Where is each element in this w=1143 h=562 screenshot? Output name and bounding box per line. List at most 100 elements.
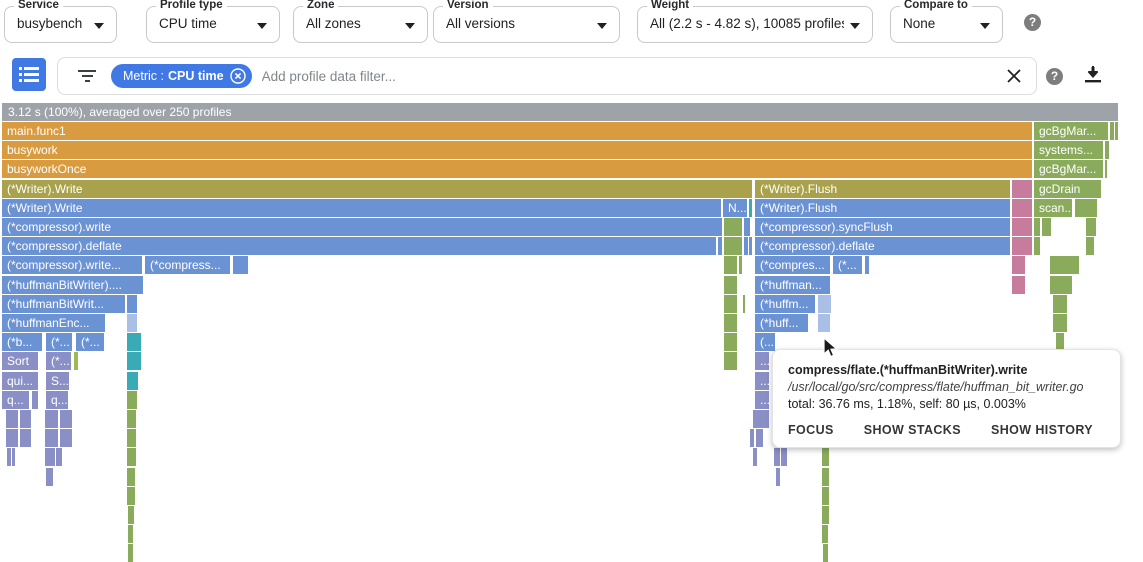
- flame-segment[interactable]: (*huffmanBitWriter)....: [2, 275, 143, 294]
- flame-segment[interactable]: (*...: [46, 333, 72, 352]
- flame-segment[interactable]: [1053, 314, 1067, 332]
- flame-segment[interactable]: (*Writer).Flush: [755, 198, 1010, 217]
- flame-segment[interactable]: [822, 448, 829, 467]
- flame-segment[interactable]: [60, 429, 72, 448]
- flame-segment[interactable]: [74, 352, 78, 371]
- flame-segment[interactable]: (*Writer).Write: [2, 198, 721, 217]
- flame-segment[interactable]: (*compressor).syncFlush: [755, 218, 1010, 236]
- flame-segment[interactable]: (*huffmanEnc...: [2, 314, 105, 332]
- flame-segment[interactable]: [724, 294, 737, 313]
- flame-segment[interactable]: q...: [2, 390, 29, 409]
- flame-segment[interactable]: [822, 486, 829, 505]
- flame-segment[interactable]: [743, 294, 745, 313]
- flame-segment[interactable]: [1012, 275, 1025, 294]
- flame-segment[interactable]: [750, 429, 754, 448]
- flame-segment[interactable]: [1012, 256, 1025, 275]
- flame-segment[interactable]: [1075, 198, 1097, 217]
- flame-segment[interactable]: [781, 448, 787, 467]
- view-list-button[interactable]: [12, 58, 46, 91]
- flame-segment[interactable]: [724, 275, 737, 294]
- flame-segment[interactable]: [6, 429, 18, 448]
- flame-segment[interactable]: (*Writer).Write: [2, 179, 752, 198]
- flame-segment[interactable]: [744, 237, 748, 256]
- flame-segment[interactable]: [753, 410, 769, 428]
- show-stacks-button[interactable]: SHOW STACKS: [863, 423, 961, 437]
- flame-segment[interactable]: [749, 198, 752, 217]
- flame-segment[interactable]: [1056, 333, 1064, 352]
- flame-segment[interactable]: [718, 237, 722, 256]
- metric-filter-chip[interactable]: Metric : CPU time: [111, 64, 252, 88]
- flame-segment[interactable]: [1050, 275, 1072, 294]
- flame-segment[interactable]: [127, 390, 137, 409]
- flame-segment[interactable]: [233, 256, 248, 275]
- flame-segment[interactable]: busyworkOnce: [2, 160, 1032, 179]
- flame-segment[interactable]: [20, 410, 31, 428]
- flame-segment[interactable]: [1115, 122, 1118, 140]
- flame-segment[interactable]: [865, 256, 869, 275]
- flame-segment[interactable]: [724, 333, 737, 352]
- flame-segment[interactable]: [818, 314, 830, 332]
- flame-root-bar[interactable]: 3.12 s (100%), averaged over 250 profile…: [2, 103, 1118, 121]
- flame-segment[interactable]: [127, 467, 135, 486]
- flame-segment[interactable]: (*compres...: [755, 256, 830, 275]
- flame-segment[interactable]: scan...: [1034, 198, 1072, 217]
- flame-segment[interactable]: Sort: [2, 352, 38, 371]
- flame-segment[interactable]: systems...: [1034, 141, 1103, 160]
- flame-segment[interactable]: [127, 352, 141, 371]
- flame-segment[interactable]: [1086, 237, 1094, 256]
- flame-segment[interactable]: gcBgMar...: [1034, 160, 1103, 179]
- flame-segment[interactable]: [7, 448, 11, 467]
- show-history-button[interactable]: SHOW HISTORY: [990, 423, 1094, 437]
- flame-segment[interactable]: [1012, 218, 1032, 236]
- flame-segment[interactable]: main.func1: [2, 122, 1032, 140]
- flame-segment[interactable]: [127, 486, 135, 505]
- flame-segment[interactable]: [1042, 218, 1051, 236]
- flame-segment[interactable]: [1086, 218, 1096, 236]
- flame-segment[interactable]: (*compress...: [145, 256, 230, 275]
- flame-segment[interactable]: [1012, 198, 1032, 217]
- flame-segment[interactable]: [724, 314, 737, 332]
- flame-segment[interactable]: (*compressor).write: [2, 218, 722, 236]
- flame-segment[interactable]: (*huff...: [755, 314, 808, 332]
- flame-segment[interactable]: [6, 410, 18, 428]
- flame-segment[interactable]: [127, 294, 137, 313]
- flame-segment[interactable]: [45, 429, 58, 448]
- flame-segment[interactable]: (...: [755, 333, 775, 352]
- flame-segment[interactable]: [774, 448, 780, 467]
- filter-bar[interactable]: Metric : CPU time: [57, 57, 1037, 95]
- flame-segment[interactable]: (*b...: [2, 333, 42, 352]
- flame-segment[interactable]: [756, 429, 763, 448]
- flame-segment[interactable]: (*huffmanBitWrit...: [2, 294, 125, 313]
- zone-select[interactable]: Zone All zones: [293, 0, 428, 43]
- flame-segment[interactable]: ...: [755, 371, 769, 390]
- flame-segment[interactable]: [1034, 237, 1040, 256]
- filter-help-icon[interactable]: ?: [1046, 68, 1063, 85]
- flame-segment[interactable]: [60, 410, 72, 428]
- flame-segment[interactable]: [724, 218, 742, 236]
- filter-input[interactable]: [261, 68, 1006, 84]
- flame-segment[interactable]: (*...: [833, 256, 862, 275]
- flame-segment[interactable]: [45, 448, 55, 467]
- flame-segment[interactable]: (*...: [76, 333, 104, 352]
- flame-segment[interactable]: [127, 314, 137, 332]
- download-icon[interactable]: [1084, 66, 1102, 86]
- clear-filters-icon[interactable]: [1006, 68, 1022, 84]
- weight-select[interactable]: Weight All (2.2 s - 4.82 s), 10085 profi…: [637, 0, 873, 43]
- flame-segment[interactable]: [823, 544, 828, 562]
- flame-segment[interactable]: [32, 390, 38, 409]
- flame-segment[interactable]: [127, 371, 138, 390]
- flame-segment[interactable]: [822, 525, 828, 544]
- flame-segment[interactable]: (*huffman...: [755, 275, 830, 294]
- flame-segment[interactable]: [1012, 179, 1032, 198]
- flame-segment[interactable]: [1012, 237, 1032, 256]
- flame-segment[interactable]: [1110, 122, 1114, 140]
- flame-segment[interactable]: [822, 506, 829, 524]
- flame-segment[interactable]: [753, 448, 757, 467]
- flame-segment[interactable]: (*Writer).Flush: [755, 179, 1010, 198]
- flame-segment[interactable]: [128, 506, 134, 524]
- flame-segment[interactable]: N...: [723, 198, 747, 217]
- compare-to-select[interactable]: Compare to None: [890, 0, 1003, 43]
- flame-segment[interactable]: [724, 237, 742, 256]
- flame-segment[interactable]: gcDrain: [1034, 179, 1101, 198]
- flame-segment[interactable]: busywork: [2, 141, 1032, 160]
